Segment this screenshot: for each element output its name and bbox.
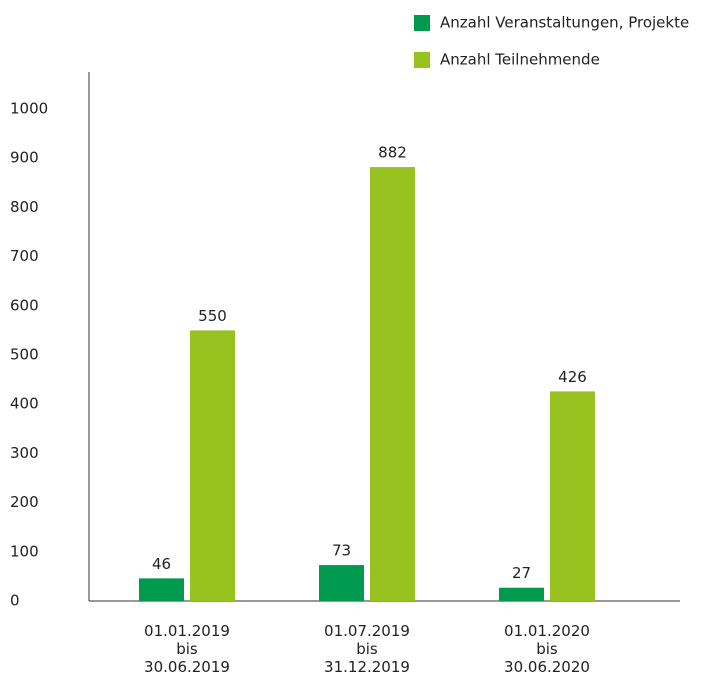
y-tick-label: 500 bbox=[10, 346, 39, 364]
legend-label: Anzahl Teilnehmende bbox=[440, 51, 600, 69]
y-tick-label: 900 bbox=[10, 149, 39, 167]
y-tick-label: 100 bbox=[10, 542, 39, 560]
bar bbox=[319, 565, 364, 601]
y-tick-label: 400 bbox=[10, 395, 39, 413]
y-tick-label: 300 bbox=[10, 444, 39, 462]
legend-swatch bbox=[414, 52, 430, 68]
data-label: 73 bbox=[332, 542, 351, 560]
bar bbox=[499, 587, 544, 601]
x-tick-label: 01.01.2020 bis 30.06.2020 bbox=[504, 622, 590, 676]
legend-swatch bbox=[414, 15, 430, 31]
data-label: 46 bbox=[152, 555, 171, 573]
y-tick-label: 600 bbox=[10, 296, 39, 314]
bar bbox=[190, 330, 235, 601]
y-tick-label: 800 bbox=[10, 198, 39, 216]
data-label: 426 bbox=[558, 368, 587, 386]
x-tick-label: 01.01.2019 bis 30.06.2019 bbox=[144, 622, 230, 676]
y-tick-label: 0 bbox=[10, 592, 20, 610]
y-tick-label: 200 bbox=[10, 493, 39, 511]
y-tick-label: 1000 bbox=[10, 100, 48, 118]
bar bbox=[139, 578, 184, 601]
legend-label: Anzahl Veranstaltungen, Projekte bbox=[440, 14, 689, 32]
data-label: 550 bbox=[198, 307, 227, 325]
data-label: 882 bbox=[378, 144, 407, 162]
y-tick-label: 700 bbox=[10, 247, 39, 265]
x-tick-label: 01.07.2019 bis 31.12.2019 bbox=[324, 622, 410, 676]
data-label: 27 bbox=[512, 564, 531, 582]
bar bbox=[550, 391, 595, 601]
bar bbox=[370, 167, 415, 601]
